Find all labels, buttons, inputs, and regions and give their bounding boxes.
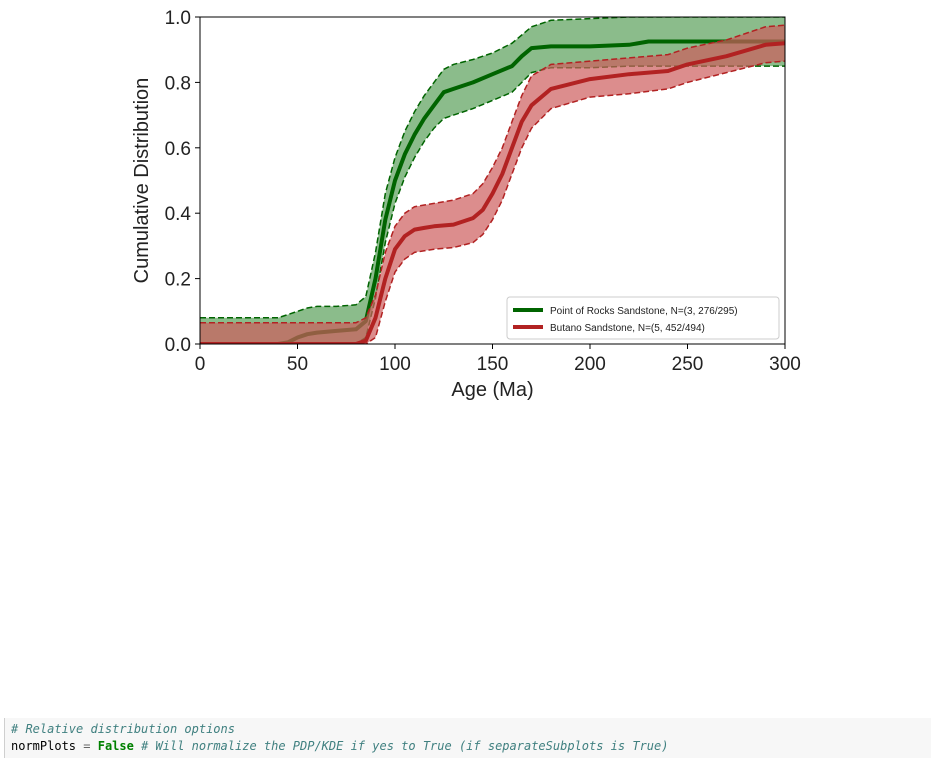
code-comment-line2: # Will normalize the PDP/KDE if yes to T…: [133, 739, 669, 753]
series-group: [200, 17, 785, 344]
x-tick-label: 150: [477, 354, 509, 375]
cdf-chart: 0 50 100 150 200 250 300 0.0 0.2 0.4 0.6 0.8 1.0 Age …: [131, 8, 801, 401]
series-1-upper-bound: [200, 24, 785, 324]
x-tick-label: 250: [672, 354, 704, 375]
code-variable: normPlots: [11, 739, 77, 753]
y-tick-label: 1.0: [165, 8, 191, 29]
y-tick-label: 0.2: [165, 270, 191, 291]
x-tick-label: 0: [195, 354, 206, 375]
y-tick-label: 0.4: [165, 204, 192, 225]
y-tick-label: 0.6: [165, 139, 191, 160]
x-axis-label: Age (Ma): [451, 379, 533, 401]
x-tick-label: 300: [769, 354, 801, 375]
y-axis-label: Cumulative Distribution: [131, 78, 153, 284]
legend-box: [506, 296, 780, 340]
code-comment-line1: # Relative distribution options: [11, 722, 235, 736]
series-0-lower-bound: [200, 65, 785, 344]
series-1-mean-line: [200, 41, 785, 344]
x-tick-label: 200: [574, 354, 606, 375]
legend-label-1: Butano Sandstone, N=(5, 452/494): [550, 323, 705, 334]
code-keyword: False: [97, 739, 134, 753]
code-cell[interactable]: # Relative distribution options normPlot…: [4, 718, 931, 758]
series-1-lower-bound: [200, 60, 785, 344]
series-0-upper-bound: [200, 17, 785, 319]
legend-label-0: Point of Rocks Sandstone, N=(3, 276/295): [550, 306, 738, 317]
x-tick-label: 50: [287, 354, 308, 375]
y-tick-label: 0.8: [165, 73, 191, 94]
code-operator: =: [76, 739, 98, 753]
y-tick-label: 0.0: [165, 335, 191, 356]
x-tick-label: 100: [379, 354, 411, 375]
series-1-confidence-band: [200, 25, 785, 344]
chart-figure: 0 50 100 150 200 250 300 0.0 0.2 0.4 0.6 0.8 1.0 Age …: [131, 8, 801, 401]
